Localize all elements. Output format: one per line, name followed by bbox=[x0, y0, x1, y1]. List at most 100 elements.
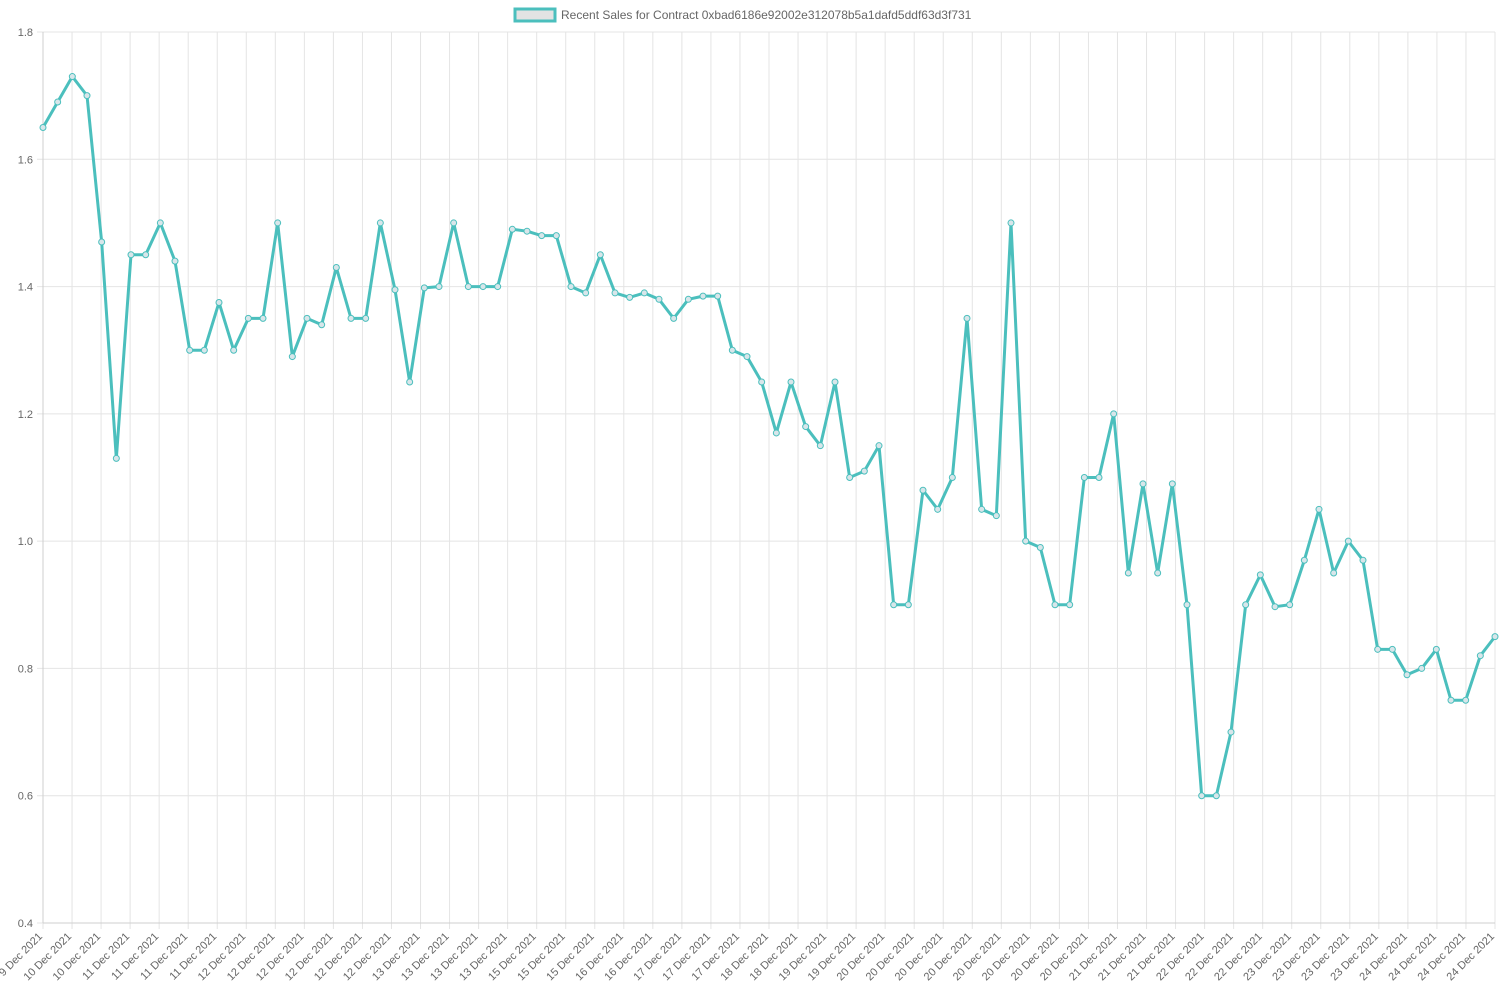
data-point[interactable] bbox=[1066, 601, 1074, 609]
data-point[interactable] bbox=[1271, 603, 1279, 611]
data-point[interactable] bbox=[332, 263, 340, 271]
data-point[interactable] bbox=[508, 225, 516, 233]
data-point[interactable] bbox=[772, 429, 780, 437]
data-point[interactable] bbox=[1007, 219, 1015, 227]
data-point[interactable] bbox=[890, 601, 898, 609]
data-point[interactable] bbox=[68, 73, 76, 81]
data-point[interactable] bbox=[684, 295, 692, 303]
data-point[interactable] bbox=[318, 321, 326, 329]
data-point[interactable] bbox=[435, 283, 443, 291]
data-point[interactable] bbox=[1432, 645, 1440, 653]
data-point[interactable] bbox=[494, 283, 502, 291]
legend-label[interactable]: Recent Sales for Contract 0xbad6186e9200… bbox=[561, 8, 972, 22]
data-point[interactable] bbox=[582, 289, 590, 297]
data-point[interactable] bbox=[362, 314, 370, 322]
data-point[interactable] bbox=[450, 219, 458, 227]
data-point[interactable] bbox=[978, 505, 986, 513]
data-point[interactable] bbox=[1491, 633, 1499, 641]
data-point[interactable] bbox=[1154, 569, 1162, 577]
data-point[interactable] bbox=[1300, 556, 1308, 564]
data-point[interactable] bbox=[1124, 569, 1132, 577]
data-point[interactable] bbox=[758, 378, 766, 386]
data-point[interactable] bbox=[787, 378, 795, 386]
data-point[interactable] bbox=[552, 232, 560, 240]
data-point[interactable] bbox=[83, 92, 91, 100]
data-point[interactable] bbox=[1418, 664, 1426, 672]
data-point[interactable] bbox=[244, 314, 252, 322]
legend-swatch[interactable] bbox=[513, 7, 557, 23]
data-point[interactable] bbox=[1462, 696, 1470, 704]
data-point[interactable] bbox=[274, 219, 282, 227]
data-point[interactable] bbox=[1315, 505, 1323, 513]
data-point[interactable] bbox=[523, 227, 531, 235]
data-point[interactable] bbox=[802, 423, 810, 431]
data-point[interactable] bbox=[567, 283, 575, 291]
data-point[interactable] bbox=[303, 314, 311, 322]
data-point[interactable] bbox=[1022, 537, 1030, 545]
data-point[interactable] bbox=[1227, 728, 1235, 736]
data-point[interactable] bbox=[1374, 645, 1382, 653]
data-point[interactable] bbox=[259, 314, 267, 322]
data-point[interactable] bbox=[186, 346, 194, 354]
data-point[interactable] bbox=[699, 292, 707, 300]
data-point[interactable] bbox=[1388, 645, 1396, 653]
data-point[interactable] bbox=[1183, 601, 1191, 609]
data-point[interactable] bbox=[464, 283, 472, 291]
data-point[interactable] bbox=[875, 442, 883, 450]
data-point[interactable] bbox=[611, 289, 619, 297]
data-point[interactable] bbox=[919, 486, 927, 494]
data-point[interactable] bbox=[200, 346, 208, 354]
data-point[interactable] bbox=[1051, 601, 1059, 609]
data-point[interactable] bbox=[640, 289, 648, 297]
data-point[interactable] bbox=[347, 314, 355, 322]
data-point[interactable] bbox=[1095, 474, 1103, 481]
data-point[interactable] bbox=[1403, 671, 1411, 679]
data-point[interactable] bbox=[230, 346, 238, 354]
data-point[interactable] bbox=[904, 601, 912, 609]
data-point[interactable] bbox=[406, 378, 414, 386]
data-point[interactable] bbox=[288, 353, 296, 361]
data-point[interactable] bbox=[171, 257, 179, 265]
data-point[interactable] bbox=[992, 512, 1000, 520]
data-point[interactable] bbox=[1256, 571, 1264, 579]
data-point[interactable] bbox=[98, 238, 106, 246]
data-point[interactable] bbox=[860, 467, 868, 475]
data-point[interactable] bbox=[215, 298, 223, 306]
data-point[interactable] bbox=[1476, 652, 1484, 660]
data-point[interactable] bbox=[1359, 556, 1367, 564]
data-point[interactable] bbox=[1036, 544, 1044, 552]
data-point[interactable] bbox=[538, 232, 546, 240]
data-point[interactable] bbox=[816, 442, 824, 450]
data-point[interactable] bbox=[156, 219, 164, 227]
data-point[interactable] bbox=[1198, 792, 1206, 800]
data-point[interactable] bbox=[420, 284, 428, 292]
data-point[interactable] bbox=[670, 314, 678, 322]
data-point[interactable] bbox=[1447, 696, 1455, 704]
legend[interactable]: Recent Sales for Contract 0xbad6186e9200… bbox=[513, 7, 972, 23]
data-point[interactable] bbox=[1330, 569, 1338, 577]
data-point[interactable] bbox=[714, 292, 722, 300]
data-point[interactable] bbox=[391, 286, 399, 294]
data-point[interactable] bbox=[376, 219, 384, 227]
data-point[interactable] bbox=[1286, 601, 1294, 609]
data-point[interactable] bbox=[112, 454, 120, 462]
data-point[interactable] bbox=[948, 474, 956, 481]
data-point[interactable] bbox=[626, 293, 634, 301]
data-point[interactable] bbox=[54, 98, 62, 106]
data-point[interactable] bbox=[1344, 537, 1352, 545]
data-point[interactable] bbox=[831, 378, 839, 386]
data-point[interactable] bbox=[963, 314, 971, 322]
data-point[interactable] bbox=[479, 283, 487, 291]
data-point[interactable] bbox=[1110, 410, 1118, 418]
data-point[interactable] bbox=[1080, 474, 1088, 481]
data-point[interactable] bbox=[743, 353, 751, 361]
data-point[interactable] bbox=[728, 346, 736, 354]
data-point[interactable] bbox=[1168, 480, 1176, 488]
data-point[interactable] bbox=[1242, 601, 1250, 609]
data-point[interactable] bbox=[934, 505, 942, 513]
data-point[interactable] bbox=[142, 251, 150, 259]
data-point[interactable] bbox=[655, 295, 663, 303]
data-point[interactable] bbox=[596, 251, 604, 259]
data-point[interactable] bbox=[1139, 480, 1147, 488]
data-point[interactable] bbox=[127, 251, 135, 259]
